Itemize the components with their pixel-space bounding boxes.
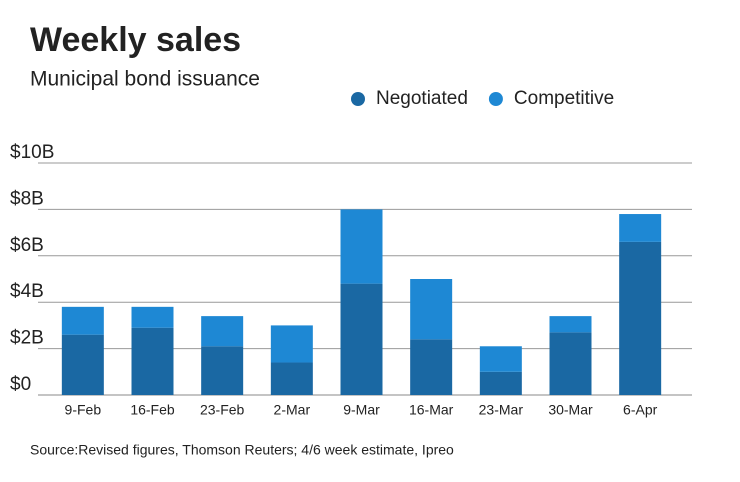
bar-segment [61,306,104,335]
y-tick-label: $6B [10,235,44,256]
x-tick-label: 23-Mar [479,402,524,418]
bar-segment [131,327,174,395]
x-tick-label: 30-Mar [548,402,593,418]
bar-segment [340,283,383,395]
bar-segment [201,316,244,347]
y-tick-label: $2B [10,328,44,349]
bar-segment [340,209,383,284]
bar-segment [410,279,453,340]
chart-title: Weekly sales [30,21,241,59]
y-tick-label: $0 [10,374,31,395]
x-tick-label: 16-Feb [130,402,175,418]
bar-segment [270,325,313,363]
x-tick-label: 9-Mar [343,402,380,418]
legend-marker [488,92,503,106]
bar-segment [619,241,662,395]
x-tick-label: 23-Feb [200,402,245,418]
chart-subtitle: Municipal bond issuance [30,68,260,91]
bar-segment [61,334,104,395]
legend-label: Competitive [514,88,614,109]
legend-label: Negotiated [376,88,468,109]
x-tick-label: 16-Mar [409,402,454,418]
bar-segment [619,214,662,242]
y-tick-label: $8B [10,188,44,209]
x-tick-label: 6-Apr [623,402,658,418]
y-tick-label: $10B [10,142,54,163]
bar-segment [549,316,592,333]
bar-segment [201,346,244,395]
bar-segment [131,306,174,328]
source: Source:Revised figures, Thomson Reuters;… [30,442,454,458]
bar-segment [549,332,592,395]
y-tick-label: $4B [10,281,44,302]
bar-segment [270,362,313,395]
bar-segment [479,346,522,372]
legend-marker [351,92,365,106]
bar-segment [479,371,522,395]
bar-segment [410,339,453,395]
x-tick-label: 9-Feb [65,402,102,418]
x-tick-label: 2-Mar [274,402,311,418]
